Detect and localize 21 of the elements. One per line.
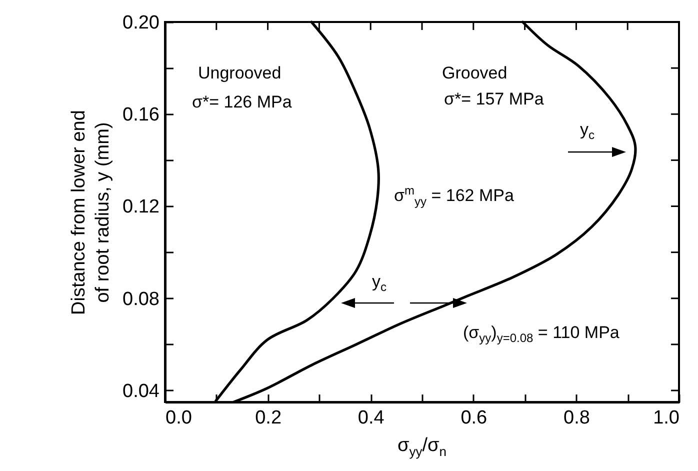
x-axis-title: σ$_{yy}$/σ$_{n}$ xyxy=(398,435,446,459)
y-tick-label: 0.16 xyxy=(122,104,160,126)
y-tick-label: 0.12 xyxy=(122,196,160,218)
x-tick-label: 0.2 xyxy=(255,408,282,428)
annotation: Ungrooved xyxy=(198,64,282,82)
y-tick-label: 0.20 xyxy=(122,12,160,34)
annotation: Grooved xyxy=(442,64,508,82)
annotation: σ*= 126 MPa xyxy=(192,92,292,112)
annotation: y$_{c}$ xyxy=(372,272,386,294)
x-tick-label: 0.8 xyxy=(563,408,590,428)
annotation: (σ$_{yy}$)$_{y=0.08}$ = 110 MPa xyxy=(463,322,620,346)
x-tick-label: 0.4 xyxy=(358,408,385,428)
y-tick-label: 0.04 xyxy=(122,380,160,402)
y-tick-label: 0.08 xyxy=(122,288,160,310)
x-tick-label: 1.0 xyxy=(653,408,680,428)
annotation: σ$^{m}$$_{yy}$ = 162 MPa xyxy=(394,183,514,209)
annotation: σ*= 157 MPa xyxy=(444,90,544,108)
x-tick-label: 0.6 xyxy=(460,408,488,428)
annotation: y$_{c}$ xyxy=(580,120,594,142)
x-tick-label: 0.0 xyxy=(166,408,192,428)
y-axis-title: Distance from lower end of root radius, y (mm) xyxy=(68,110,114,315)
